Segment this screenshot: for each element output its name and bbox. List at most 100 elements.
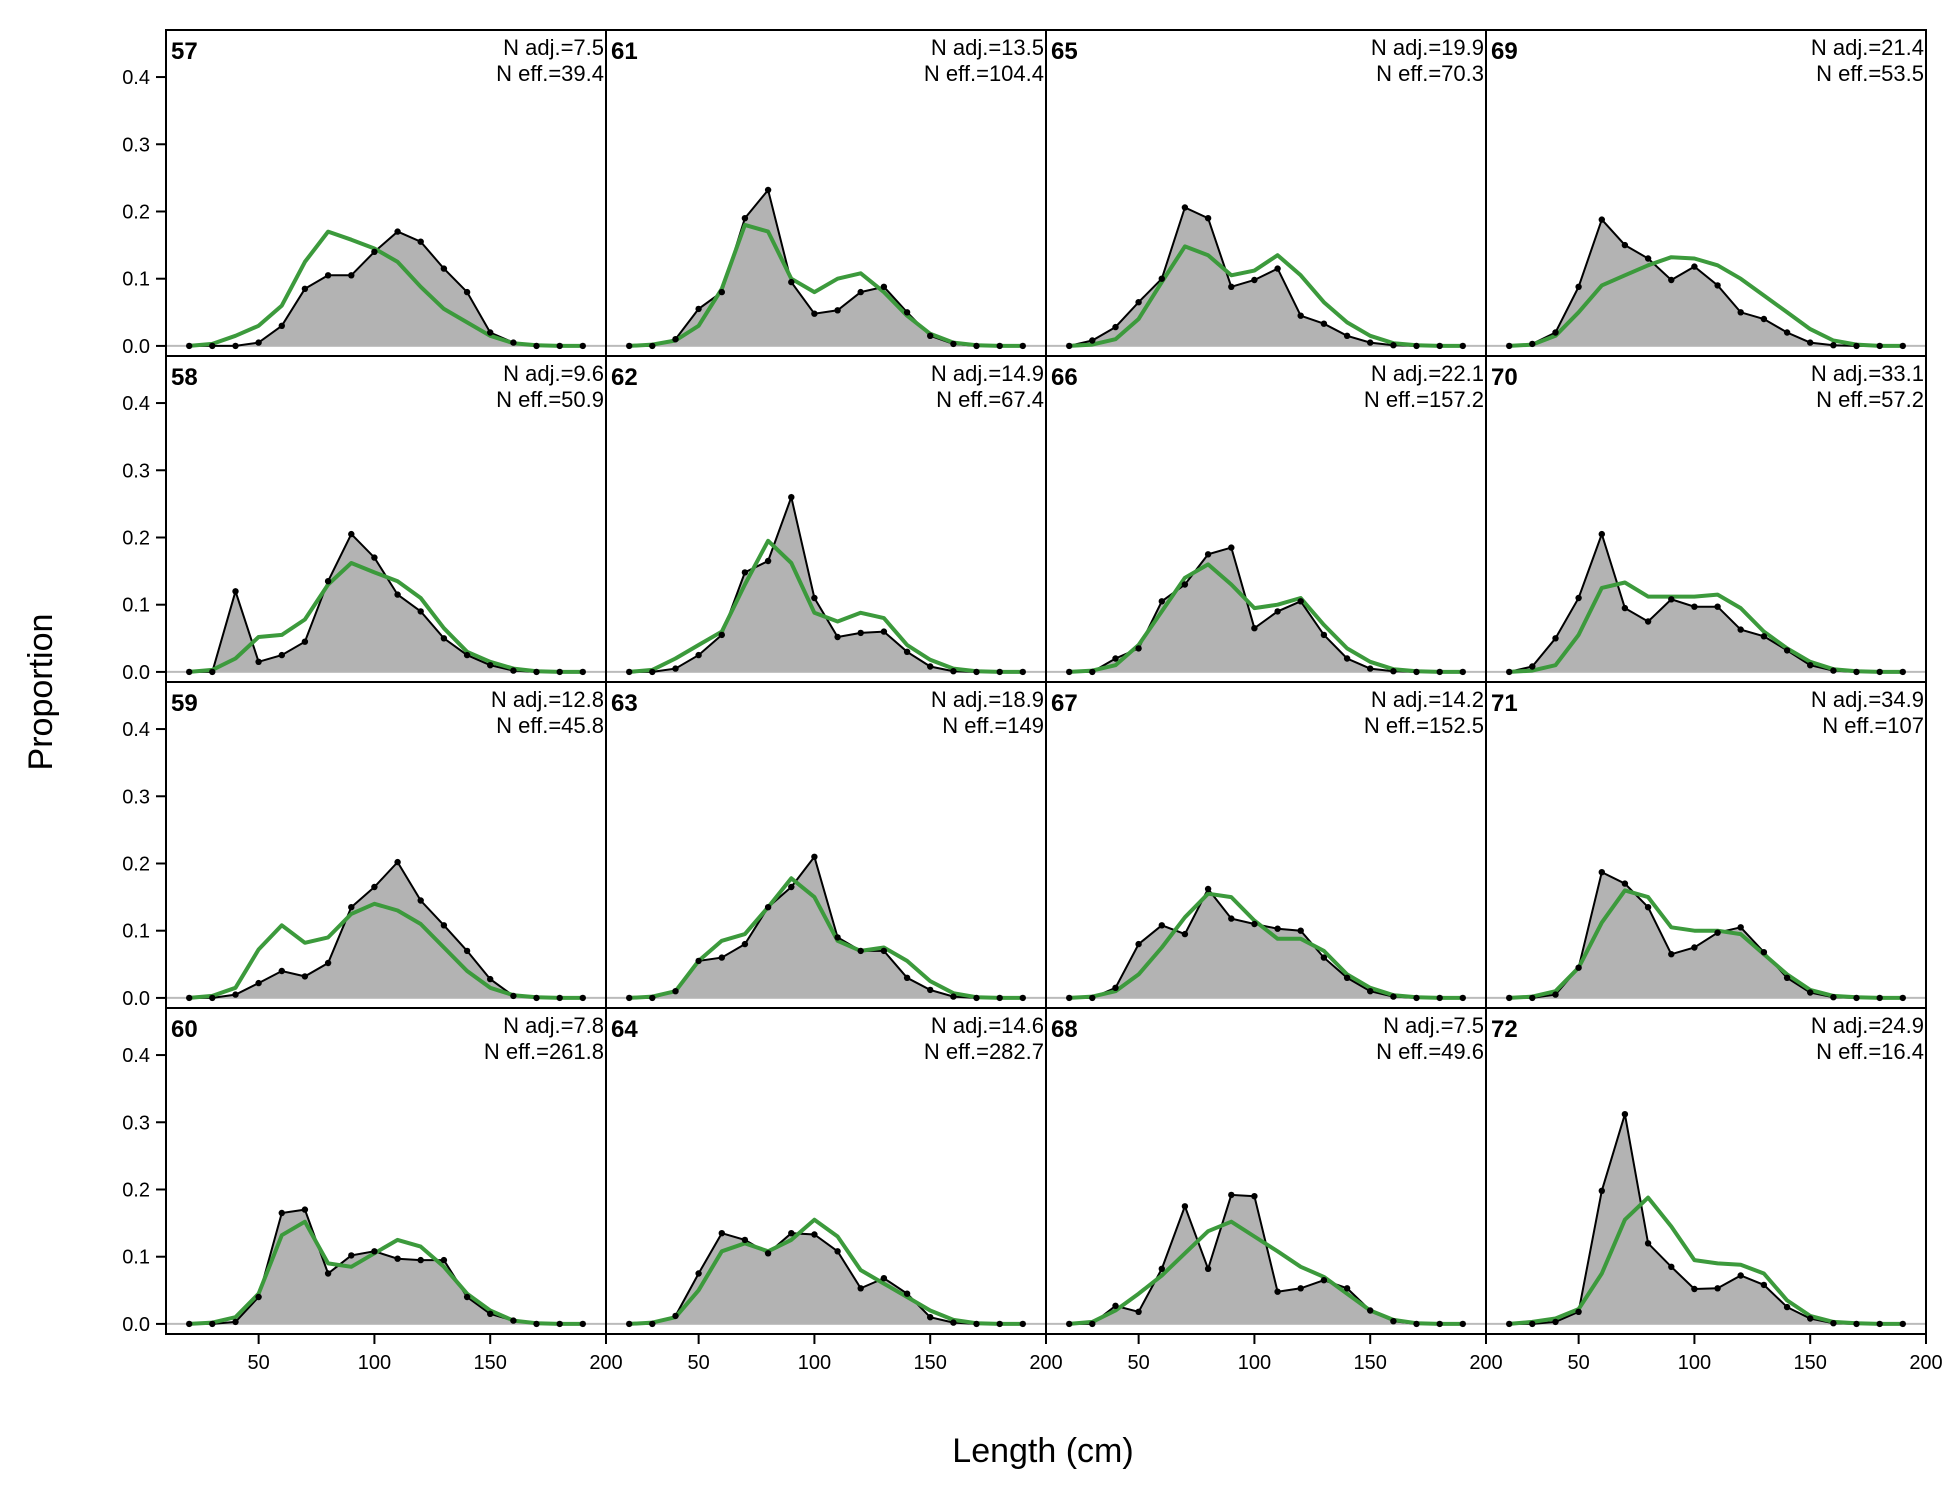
- observed-point: [811, 594, 818, 602]
- observed-area: [1509, 219, 1903, 346]
- observed-point: [232, 342, 239, 350]
- x-tick-label: 50: [688, 1352, 710, 1374]
- observed-point: [1251, 625, 1258, 632]
- observed-point: [811, 310, 818, 317]
- observed-point: [811, 853, 818, 860]
- observed-point: [1691, 1285, 1698, 1293]
- observed-point: [301, 638, 309, 645]
- observed-point: [1760, 949, 1768, 956]
- observed-point: [811, 1231, 818, 1238]
- observed-point: [1668, 1263, 1675, 1271]
- n-eff-label: N eff.=67.4: [936, 387, 1044, 412]
- observed-point: [394, 858, 401, 866]
- observed-point: [1135, 299, 1142, 306]
- expected-line: [189, 1219, 583, 1326]
- observed-point: [1876, 342, 1883, 350]
- expected-line: [1069, 562, 1463, 674]
- expected-line: [629, 876, 1023, 1000]
- observed-point: [672, 665, 679, 672]
- y-tick-label: 0.4: [122, 719, 150, 741]
- observed-point: [1575, 1308, 1582, 1316]
- n-adj-label: N adj.=9.6: [503, 361, 604, 386]
- x-tick-label: 50: [248, 1352, 270, 1374]
- n-adj-label: N adj.=34.9: [1811, 687, 1924, 712]
- observed-point: [1204, 885, 1212, 893]
- observed-point: [903, 309, 911, 316]
- observed-point: [973, 994, 980, 1002]
- observed-point: [1367, 665, 1374, 672]
- observed-point: [324, 959, 332, 967]
- n-eff-label: N eff.=49.6: [1376, 1039, 1484, 1064]
- observed-point: [626, 994, 633, 1002]
- observed-point: [255, 1293, 262, 1301]
- observed-point: [1297, 598, 1304, 605]
- observed-point: [371, 248, 378, 255]
- observed-point: [1668, 951, 1675, 958]
- observed-point: [1343, 974, 1351, 981]
- observed-point: [996, 994, 1003, 1002]
- observed-point: [718, 288, 725, 296]
- observed-area: [629, 1233, 1023, 1324]
- observed-point: [1783, 647, 1791, 654]
- n-eff-label: N eff.=57.2: [1816, 387, 1924, 412]
- observed-area: [629, 497, 1023, 672]
- observed-point: [394, 228, 401, 235]
- y-tick-label: 0.0: [122, 1314, 150, 1336]
- observed-point: [1830, 667, 1837, 674]
- y-tick-label: 0.0: [122, 336, 150, 358]
- observed-point: [1066, 342, 1073, 350]
- observed-point: [1807, 1315, 1814, 1322]
- y-tick-label: 0.3: [122, 134, 150, 156]
- observed-point: [1390, 342, 1397, 349]
- n-eff-label: N eff.=107: [1822, 713, 1924, 738]
- observed-point: [996, 342, 1003, 350]
- observed-point: [1737, 1272, 1744, 1279]
- panel-62: 62 N adj.=14.9N eff.=67.4: [605, 355, 1047, 683]
- observed-point: [232, 991, 239, 998]
- panel-label: 70: [1491, 364, 1518, 391]
- expected-line: [1069, 891, 1463, 1000]
- panel-59: 59 N adj.=12.8N eff.=45.8: [165, 681, 607, 1009]
- n-eff-label: N eff.=53.5: [1816, 61, 1924, 86]
- observed-point: [1621, 1111, 1629, 1118]
- observed-point: [186, 1320, 193, 1328]
- observed-area: [1069, 207, 1463, 346]
- observed-point: [996, 668, 1003, 676]
- observed-point: [1390, 668, 1397, 675]
- observed-point: [1066, 994, 1073, 1002]
- observed-point: [1621, 241, 1629, 249]
- observed-point: [1668, 596, 1675, 603]
- observed-point: [417, 238, 424, 245]
- observed-point: [371, 883, 378, 891]
- observed-point: [278, 651, 285, 659]
- observed-point: [880, 283, 888, 290]
- observed-area: [1509, 1114, 1903, 1324]
- observed-point: [209, 1320, 216, 1328]
- observed-point: [324, 272, 332, 279]
- observed-point: [1459, 994, 1467, 1002]
- observed-point: [533, 994, 540, 1002]
- observed-point: [510, 339, 517, 346]
- y-tick-label: 0.4: [122, 393, 150, 415]
- observed-area: [1069, 889, 1463, 998]
- observed-point: [1552, 991, 1559, 998]
- observed-point: [1529, 1320, 1536, 1328]
- n-adj-label: N adj.=18.9: [931, 687, 1044, 712]
- observed-point: [1737, 626, 1744, 633]
- observed-point: [788, 883, 795, 891]
- x-tick-label: 100: [1678, 1352, 1711, 1374]
- observed-point: [1367, 1307, 1374, 1314]
- expected-line: [189, 561, 583, 674]
- observed-point: [533, 1320, 540, 1328]
- panel-57: 57 N adj.=7.5N eff.=39.4: [165, 29, 607, 357]
- observed-point: [1459, 668, 1467, 676]
- observed-point: [1436, 1320, 1443, 1328]
- x-tick-label: 150: [474, 1352, 507, 1374]
- observed-point: [1807, 339, 1814, 346]
- observed-point: [649, 668, 656, 676]
- observed-point: [1297, 312, 1304, 319]
- observed-point: [1737, 924, 1744, 931]
- observed-point: [788, 1230, 795, 1237]
- observed-point: [1899, 994, 1907, 1002]
- observed-point: [1112, 655, 1119, 662]
